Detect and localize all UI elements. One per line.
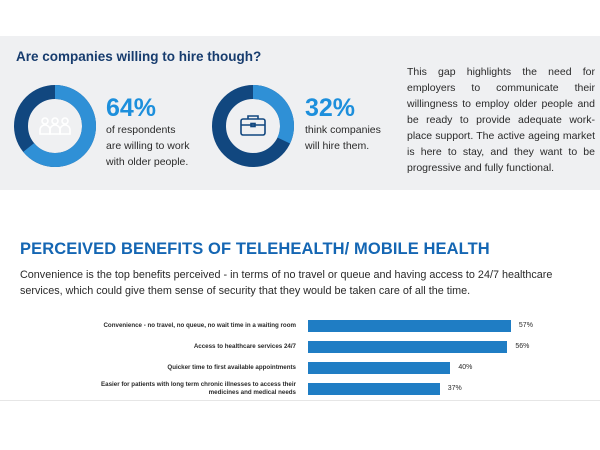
people-icon: [39, 117, 71, 135]
respondents-percent: 64%: [106, 94, 157, 122]
bar-value-label: 57%: [518, 322, 533, 329]
bar: [308, 383, 440, 395]
donut-value-arc: [14, 85, 96, 167]
bar-value-label: 37%: [447, 385, 462, 392]
hiring-title: Are companies willing to hire though?: [16, 49, 262, 64]
bar: [308, 362, 451, 374]
companies-description: think companies will hire them.: [305, 124, 381, 152]
respondents-donut-chart: [14, 85, 96, 167]
bar-category-label: Quicker time to first available appointm…: [167, 364, 296, 371]
bar: [308, 320, 511, 332]
telehealth-section-subtitle: Convenience is the top benefits perceive…: [20, 269, 553, 297]
bar-value-label: 56%: [515, 343, 530, 350]
hiring-panel: [0, 36, 600, 190]
bar-category-label: Easier for patients with long term chron…: [101, 381, 296, 396]
companies-percent: 32%: [305, 94, 356, 122]
divider: [0, 400, 600, 401]
respondents-description: of respondents are willing to work with …: [106, 124, 190, 168]
bar-category-label: Convenience - no travel, no queue, no wa…: [103, 322, 296, 329]
bar-category-label: Access to healthcare services 24/7: [193, 343, 296, 350]
donut-value-arc: [212, 85, 294, 167]
gap-explanation-text: This gap highlights the need for employe…: [407, 66, 595, 174]
bar: [308, 341, 508, 353]
companies-donut-chart: [212, 85, 294, 167]
bar-value-label: 40%: [458, 364, 473, 371]
briefcase-icon: [240, 115, 266, 136]
telehealth-section-title: PERCEIVED BENEFITS OF TELEHEALTH/ MOBILE…: [20, 240, 490, 258]
